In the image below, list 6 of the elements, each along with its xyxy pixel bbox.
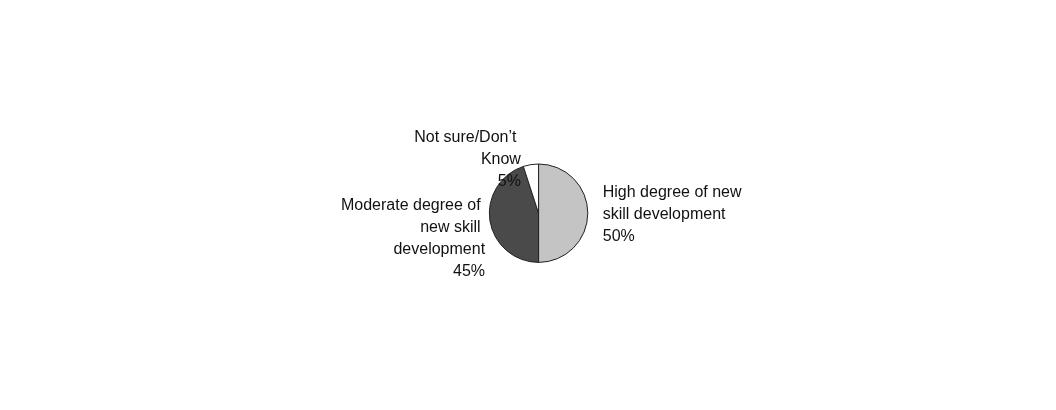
slice-label: High degree of new skill development (602, 182, 746, 222)
data-label: 5% (497, 172, 521, 190)
data-label: 50% (602, 226, 635, 244)
slice-label: Moderate degree of new skill development (340, 196, 486, 258)
slice-label: Not sure/Don’t Know (414, 128, 522, 168)
data-label: 45% (453, 262, 486, 280)
